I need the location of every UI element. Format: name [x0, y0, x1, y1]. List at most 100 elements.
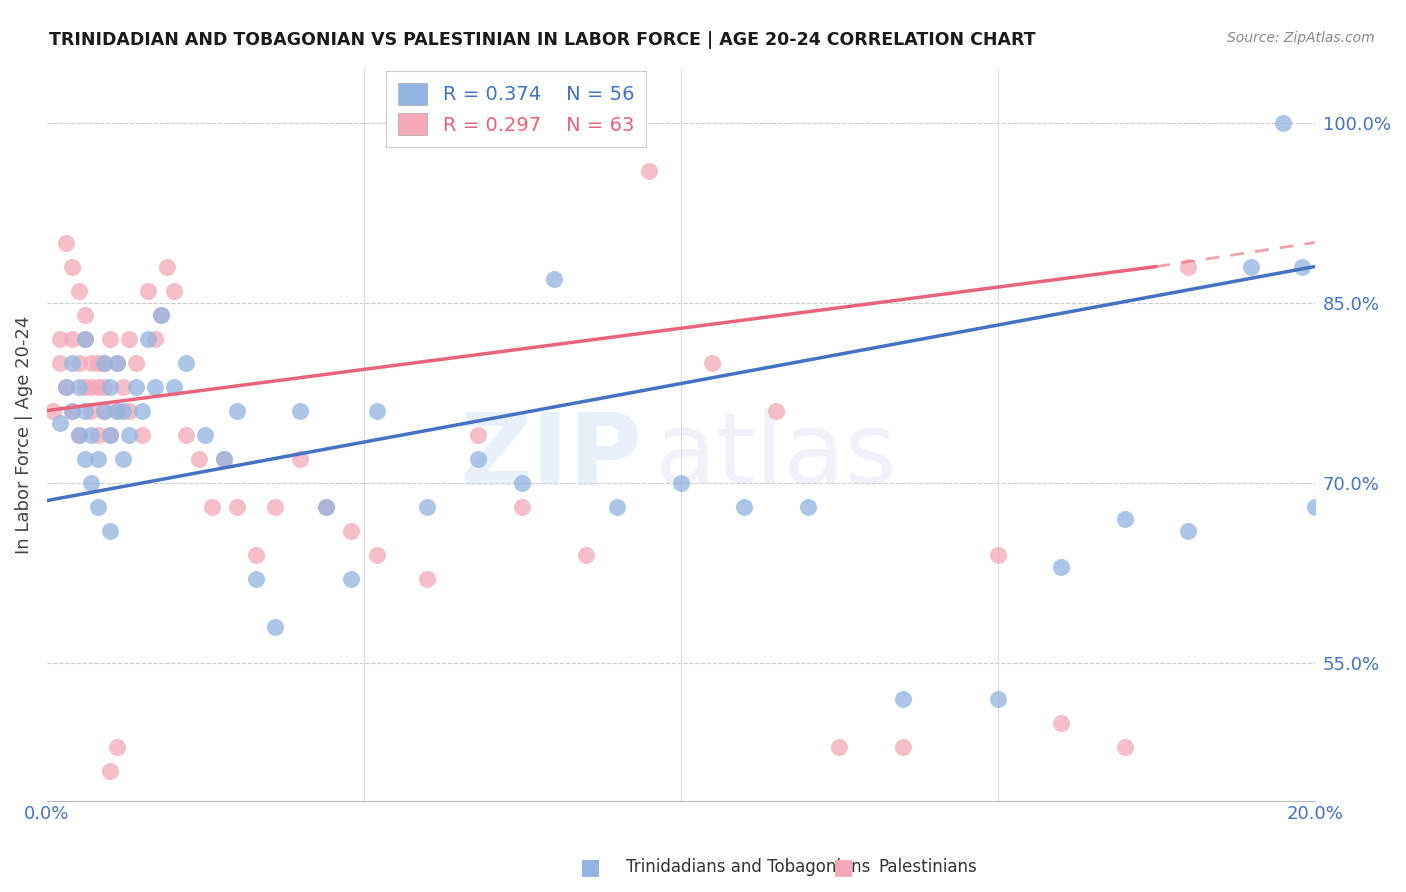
Point — [86, 500, 108, 514]
Y-axis label: In Labor Force | Age 20-24: In Labor Force | Age 20-24 — [15, 316, 32, 554]
Point — [80, 355, 103, 369]
Point — [467, 451, 489, 466]
Point — [1177, 260, 1199, 274]
Point — [118, 403, 141, 417]
Point — [264, 500, 287, 514]
Point — [214, 451, 236, 466]
Point — [315, 500, 337, 514]
Point — [136, 284, 159, 298]
Point — [315, 500, 337, 514]
Point — [86, 427, 108, 442]
Point — [1271, 115, 1294, 129]
Point — [98, 427, 121, 442]
Point — [891, 691, 914, 706]
Point — [98, 379, 121, 393]
Point — [67, 427, 90, 442]
Point — [80, 475, 103, 490]
Point — [150, 308, 173, 322]
Point — [55, 379, 77, 393]
Point — [510, 475, 533, 490]
Point — [340, 524, 363, 538]
Point — [93, 379, 115, 393]
Point — [73, 379, 96, 393]
Point — [73, 332, 96, 346]
Text: Palestinians: Palestinians — [879, 858, 977, 876]
Point — [575, 548, 598, 562]
Point — [105, 355, 128, 369]
Point — [80, 379, 103, 393]
Point — [1291, 260, 1313, 274]
Point — [1303, 500, 1326, 514]
Point — [60, 403, 83, 417]
Point — [163, 379, 186, 393]
Point — [1050, 715, 1073, 730]
Point — [669, 475, 692, 490]
Point — [176, 427, 198, 442]
Point — [891, 739, 914, 754]
Point — [264, 619, 287, 633]
Point — [796, 500, 818, 514]
Point — [416, 572, 439, 586]
Point — [290, 403, 312, 417]
Point — [176, 355, 198, 369]
Point — [93, 355, 115, 369]
Point — [467, 427, 489, 442]
Point — [98, 764, 121, 778]
Point — [48, 355, 70, 369]
Point — [48, 416, 70, 430]
Point — [828, 739, 851, 754]
Point — [340, 572, 363, 586]
Point — [188, 451, 211, 466]
Point — [111, 403, 134, 417]
Point — [124, 355, 146, 369]
Point — [98, 332, 121, 346]
Point — [143, 332, 166, 346]
Point — [48, 332, 70, 346]
Text: Source: ZipAtlas.com: Source: ZipAtlas.com — [1227, 31, 1375, 45]
Point — [73, 308, 96, 322]
Point — [105, 403, 128, 417]
Point — [60, 355, 83, 369]
Point — [245, 548, 267, 562]
Point — [987, 691, 1010, 706]
Point — [201, 500, 224, 514]
Point — [131, 403, 153, 417]
Point — [143, 379, 166, 393]
Point — [93, 355, 115, 369]
Point — [131, 427, 153, 442]
Point — [93, 403, 115, 417]
Point — [111, 451, 134, 466]
Point — [86, 355, 108, 369]
Text: Trinidadians and Tobagonians: Trinidadians and Tobagonians — [626, 858, 870, 876]
Point — [245, 572, 267, 586]
Point — [86, 379, 108, 393]
Legend: R = 0.374    N = 56, R = 0.297    N = 63: R = 0.374 N = 56, R = 0.297 N = 63 — [387, 71, 645, 147]
Point — [1114, 511, 1136, 525]
Point — [98, 524, 121, 538]
Text: ZIP: ZIP — [460, 408, 643, 505]
Point — [416, 500, 439, 514]
Point — [55, 379, 77, 393]
Point — [1050, 559, 1073, 574]
Point — [105, 739, 128, 754]
Point — [150, 308, 173, 322]
Point — [73, 451, 96, 466]
Point — [194, 427, 217, 442]
Point — [111, 379, 134, 393]
Point — [80, 427, 103, 442]
Point — [638, 163, 661, 178]
Point — [60, 332, 83, 346]
Point — [702, 355, 724, 369]
Point — [67, 427, 90, 442]
Point — [163, 284, 186, 298]
Point — [510, 500, 533, 514]
Point — [67, 284, 90, 298]
Point — [733, 500, 755, 514]
Point — [80, 403, 103, 417]
Point — [105, 355, 128, 369]
Point — [60, 403, 83, 417]
Point — [543, 271, 565, 285]
Text: ■: ■ — [581, 857, 600, 877]
Point — [73, 403, 96, 417]
Text: TRINIDADIAN AND TOBAGONIAN VS PALESTINIAN IN LABOR FORCE | AGE 20-24 CORRELATION: TRINIDADIAN AND TOBAGONIAN VS PALESTINIA… — [49, 31, 1036, 49]
